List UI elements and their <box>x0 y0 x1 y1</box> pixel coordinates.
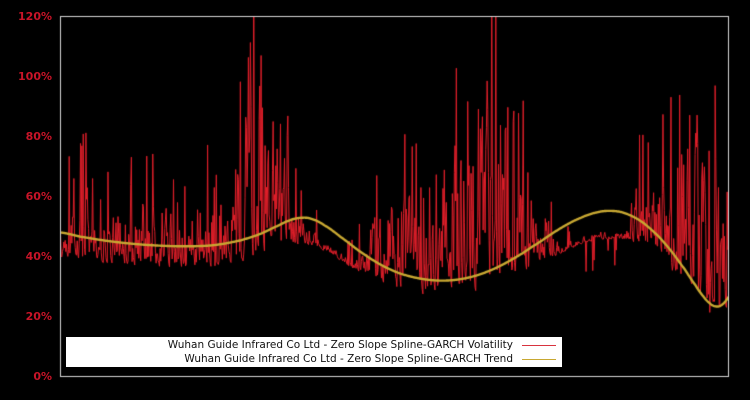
chart-legend: Wuhan Guide Infrared Co Ltd - Zero Slope… <box>66 337 562 367</box>
y-axis-tick-40: 40% <box>25 249 52 263</box>
y-axis-tick-20: 20% <box>25 309 52 323</box>
legend-label-0: Wuhan Guide Infrared Co Ltd - Zero Slope… <box>167 339 513 351</box>
y-axis-tick-60: 60% <box>25 189 52 203</box>
y-axis-tick-80: 80% <box>25 129 52 143</box>
y-axis-tick-0: 0% <box>33 369 52 383</box>
y-axis-tick-120: 120% <box>18 9 52 23</box>
legend-swatch-1 <box>522 358 556 360</box>
legend-swatch-0 <box>522 344 556 346</box>
legend-label-1: Wuhan Guide Infrared Co Ltd - Zero Slope… <box>184 353 513 365</box>
legend-item-1: Wuhan Guide Infrared Co Ltd - Zero Slope… <box>66 352 562 366</box>
legend-item-0: Wuhan Guide Infrared Co Ltd - Zero Slope… <box>66 338 562 352</box>
y-axis-tick-100: 100% <box>18 69 52 83</box>
